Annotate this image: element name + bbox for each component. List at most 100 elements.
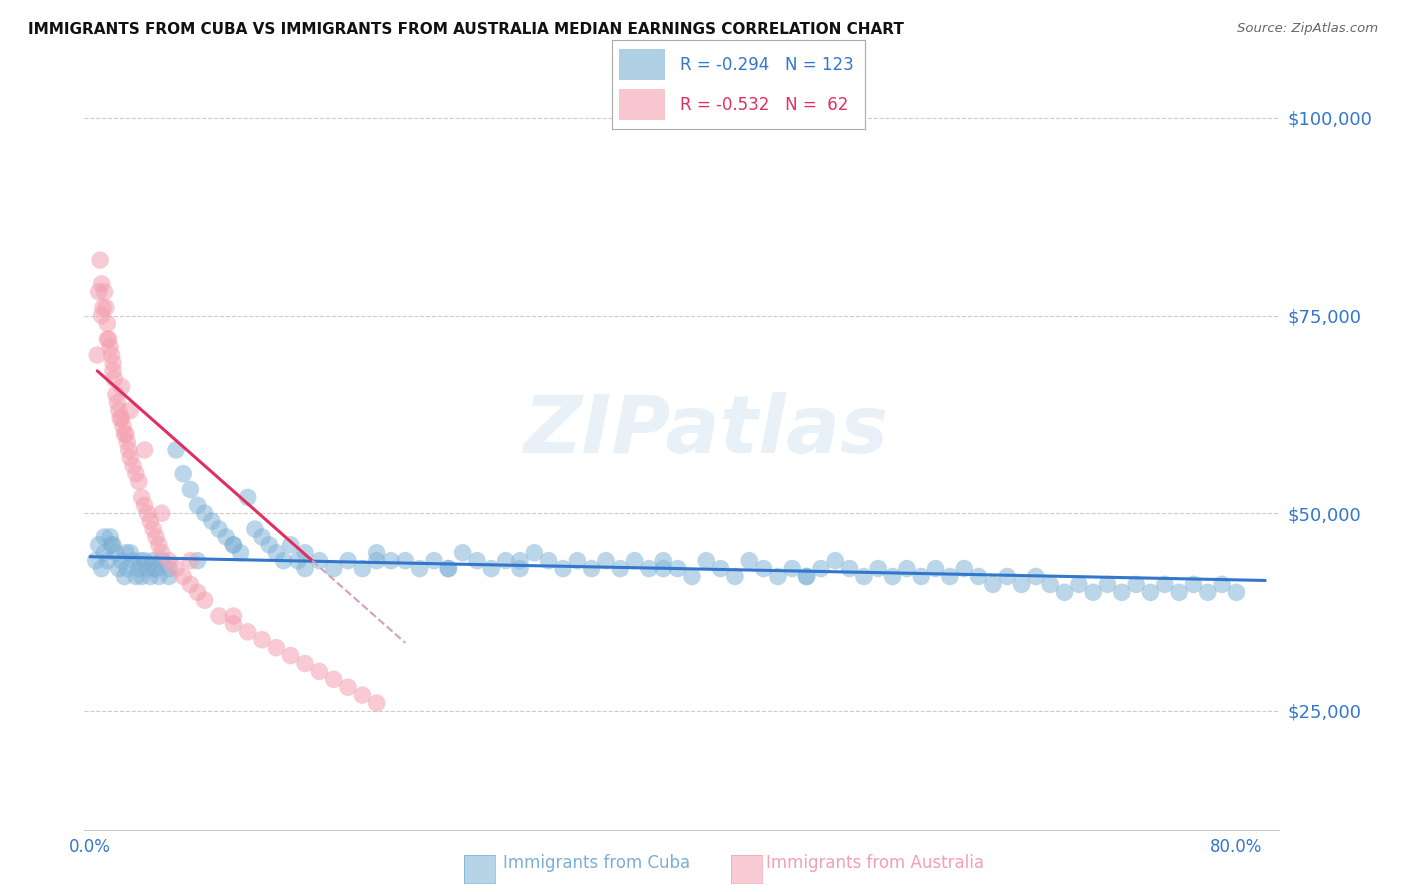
Point	[142, 554, 165, 568]
Point	[710, 561, 733, 575]
Point	[366, 546, 388, 560]
Point	[1153, 577, 1175, 591]
Point	[187, 585, 209, 599]
Point	[322, 561, 344, 575]
Point	[86, 348, 108, 362]
Point	[882, 569, 904, 583]
Point	[117, 435, 139, 450]
Point	[652, 554, 675, 568]
Point	[437, 561, 460, 575]
Point	[100, 538, 122, 552]
Point	[110, 411, 132, 425]
Point	[208, 609, 231, 624]
Point	[294, 657, 316, 671]
Point	[1039, 577, 1062, 591]
Point	[796, 569, 818, 583]
Point	[322, 673, 344, 687]
Point	[581, 561, 603, 575]
Text: R = -0.532   N =  62: R = -0.532 N = 62	[681, 96, 848, 114]
Point	[157, 569, 180, 583]
Point	[194, 506, 217, 520]
Point	[93, 546, 115, 560]
Text: Immigrants from Australia: Immigrants from Australia	[766, 855, 984, 872]
Point	[852, 569, 875, 583]
Point	[128, 475, 150, 489]
Point	[172, 467, 194, 481]
Point	[724, 569, 747, 583]
Point	[337, 680, 360, 694]
Point	[157, 561, 180, 575]
Point	[1211, 577, 1233, 591]
Point	[112, 419, 135, 434]
Point	[1168, 585, 1191, 599]
Point	[509, 561, 531, 575]
Point	[838, 561, 860, 575]
Point	[215, 530, 238, 544]
Point	[287, 554, 309, 568]
Point	[157, 554, 180, 568]
Point	[981, 577, 1004, 591]
Point	[118, 442, 141, 457]
Point	[1025, 569, 1047, 583]
Point	[243, 522, 266, 536]
Point	[91, 301, 114, 315]
Point	[105, 395, 128, 409]
Point	[366, 696, 388, 710]
Point	[780, 561, 803, 575]
Point	[179, 554, 201, 568]
Point	[90, 561, 112, 575]
Point	[115, 427, 138, 442]
Point	[150, 506, 173, 520]
Point	[87, 538, 110, 552]
Point	[222, 616, 245, 631]
Point	[796, 569, 818, 583]
Point	[120, 450, 142, 465]
Point	[953, 561, 976, 575]
Point	[222, 609, 245, 624]
Point	[110, 554, 132, 568]
Point	[280, 538, 302, 552]
Point	[810, 561, 832, 575]
Point	[967, 569, 990, 583]
Point	[143, 561, 166, 575]
Point	[465, 554, 488, 568]
Point	[352, 688, 374, 702]
Point	[595, 554, 617, 568]
Point	[101, 364, 124, 378]
Bar	[619, 89, 665, 120]
Point	[107, 561, 129, 575]
Point	[1083, 585, 1105, 599]
Point	[89, 253, 111, 268]
Point	[134, 554, 156, 568]
Point	[148, 569, 170, 583]
Point	[910, 569, 932, 583]
Point	[179, 483, 201, 497]
Point	[103, 372, 125, 386]
Point	[90, 277, 112, 291]
Point	[114, 427, 136, 442]
Point	[107, 403, 129, 417]
Point	[666, 561, 689, 575]
Point	[125, 569, 148, 583]
Point	[94, 301, 117, 315]
Point	[273, 554, 295, 568]
Point	[101, 356, 124, 370]
Point	[104, 387, 127, 401]
Point	[280, 648, 302, 663]
Point	[308, 554, 330, 568]
Point	[380, 554, 402, 568]
Point	[995, 569, 1018, 583]
Point	[236, 624, 259, 639]
Point	[1111, 585, 1133, 599]
Text: Source: ZipAtlas.com: Source: ZipAtlas.com	[1237, 22, 1378, 36]
Point	[201, 514, 224, 528]
Point	[93, 285, 115, 299]
Point	[509, 554, 531, 568]
Point	[294, 561, 316, 575]
Point	[136, 506, 159, 520]
Point	[681, 569, 703, 583]
Point	[1139, 585, 1161, 599]
Point	[136, 561, 159, 575]
Point	[695, 554, 717, 568]
Point	[495, 554, 517, 568]
